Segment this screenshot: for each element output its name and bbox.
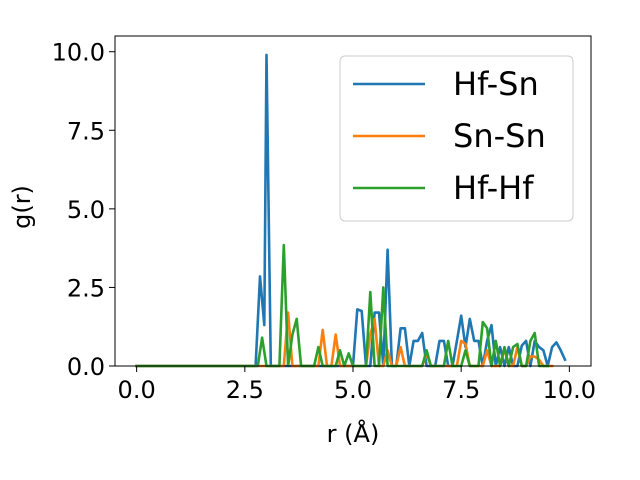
legend-label: Hf-Hf: [453, 169, 534, 207]
y-tick-label: 0.0: [67, 353, 105, 381]
x-tick-label: 10.0: [543, 376, 596, 404]
y-tick-label: 2.5: [67, 274, 105, 302]
legend-box: [339, 55, 574, 222]
legend-label: Hf-Sn: [453, 65, 539, 103]
x-tick-label: 5.0: [334, 376, 372, 404]
legend-label: Sn-Sn: [453, 117, 546, 155]
x-tick-label: 7.5: [442, 376, 480, 404]
axes-layer: 0.0 2.5 5.0 7.5 10.0 0.0 2.5 5.0 7.5 10.0: [52, 35, 596, 404]
x-axis-label: r (Å): [327, 419, 380, 448]
y-tick-label: 7.5: [67, 117, 105, 145]
legend: Hf-Sn Sn-Sn Hf-Hf: [339, 55, 574, 222]
y-axis-label: g(r): [8, 185, 36, 229]
x-tick-label: 0.0: [118, 376, 156, 404]
x-tick-label: 2.5: [226, 376, 264, 404]
y-tick-label: 10.0: [52, 39, 105, 67]
y-tick-label: 5.0: [67, 196, 105, 224]
